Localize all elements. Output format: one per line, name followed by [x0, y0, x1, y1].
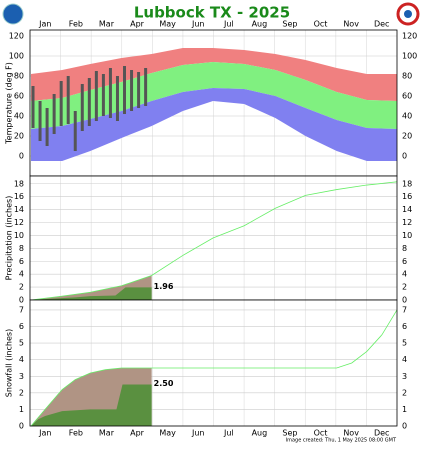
month-label-bottom: May	[159, 429, 176, 438]
month-label-bottom: Feb	[69, 429, 83, 438]
month-label-top: Feb	[69, 20, 83, 29]
month-label-bottom: Oct	[314, 429, 328, 438]
y-tick-label: 3	[19, 372, 24, 381]
y-tick-label-right: 2	[402, 388, 407, 397]
month-label-top: Jan	[38, 20, 51, 29]
noaa-logo	[2, 3, 24, 25]
y-tick-label-right: 100	[402, 52, 417, 61]
y-tick-label: 2	[19, 283, 24, 292]
y-tick-label: 0	[19, 152, 24, 161]
y-tick-label: 18	[14, 179, 24, 188]
y-tick-label-right: 80	[402, 72, 412, 81]
y-tick-label: 14	[14, 205, 24, 214]
y-tick-label: 0	[19, 422, 24, 431]
y-tick-label: 120	[9, 32, 24, 41]
y-tick-label: 4	[19, 355, 24, 364]
observed-area	[31, 384, 152, 426]
y-tick-label-right: 7	[402, 305, 407, 314]
y-tick-label-right: 14	[402, 205, 412, 214]
y-tick-label: 7	[19, 305, 24, 314]
month-label-top: Dec	[374, 20, 389, 29]
month-label-bottom: Apr	[130, 429, 145, 438]
month-label-top: Oct	[314, 20, 328, 29]
normal-line	[30, 309, 398, 427]
y-tick-label-right: 6	[402, 322, 407, 331]
annotation: 2.50	[154, 379, 174, 388]
month-label-bottom: Nov	[343, 429, 359, 438]
month-label-bottom: Jun	[191, 429, 205, 438]
month-label-top: Jun	[191, 20, 205, 29]
month-label-bottom: Jan	[38, 429, 51, 438]
month-label-top: Apr	[130, 20, 145, 29]
y-tick-label-right: 0	[402, 296, 407, 305]
y-axis-label: Temperature (deg F)	[5, 62, 14, 145]
y-tick-label-right: 60	[402, 92, 412, 101]
month-label-bottom: Dec	[374, 429, 389, 438]
y-tick-label: 40	[14, 112, 24, 121]
footer: Image created: Thu, 1 May 2025 08:00 GMT	[286, 438, 397, 444]
temperature-band	[31, 48, 397, 101]
month-label-bottom: Aug	[252, 429, 268, 438]
y-tick-label-right: 0	[402, 422, 407, 431]
y-tick-label: 100	[9, 52, 24, 61]
y-axis-label: Snowfall (inches)	[5, 329, 14, 397]
y-tick-label-right: 4	[402, 355, 407, 364]
y-tick-label-right: 10	[402, 231, 412, 240]
month-label-top: Aug	[252, 20, 268, 29]
y-tick-label: 6	[19, 322, 24, 331]
y-axis-label: Precipitation (inches)	[5, 196, 14, 281]
y-tick-label-right: 20	[402, 132, 412, 141]
month-label-top: Jul	[223, 20, 234, 29]
y-tick-label: 20	[14, 132, 24, 141]
y-tick-label-right: 2	[402, 283, 407, 292]
temperature-band	[31, 88, 397, 161]
y-tick-label: 5	[19, 339, 24, 348]
y-tick-label-right: 8	[402, 244, 407, 253]
y-tick-label: 1	[19, 405, 24, 414]
nws-logo-center	[404, 10, 412, 18]
y-tick-label: 6	[19, 257, 24, 266]
month-label-top: May	[159, 20, 176, 29]
normal-line	[30, 181, 398, 301]
y-tick-label: 16	[14, 192, 24, 201]
month-label-bottom: Mar	[99, 429, 115, 438]
y-tick-label-right: 4	[402, 270, 407, 279]
plot-frame	[29, 299, 398, 427]
month-label-bottom: Jul	[223, 429, 234, 438]
y-tick-label-right: 12	[402, 218, 412, 227]
y-tick-label: 0	[19, 296, 24, 305]
annotation: 1.96	[154, 282, 174, 291]
y-tick-label-right: 16	[402, 192, 412, 201]
y-tick-label: 80	[14, 72, 24, 81]
month-label-bottom: Sep	[282, 429, 297, 438]
y-tick-label: 8	[19, 244, 24, 253]
y-tick-label-right: 18	[402, 179, 412, 188]
observed-area	[31, 287, 152, 300]
month-label-top: Sep	[282, 20, 297, 29]
y-tick-label-right: 0	[402, 152, 407, 161]
y-tick-label: 60	[14, 92, 24, 101]
chart-title: Lubbock TX - 2025	[134, 4, 290, 22]
y-tick-label-right: 120	[402, 32, 417, 41]
y-tick-label-right: 1	[402, 405, 407, 414]
y-tick-label-right: 6	[402, 257, 407, 266]
y-tick-label: 4	[19, 270, 24, 279]
y-tick-label-right: 40	[402, 112, 412, 121]
y-tick-label-right: 3	[402, 372, 407, 381]
month-label-top: Mar	[99, 20, 115, 29]
y-tick-label: 10	[14, 231, 24, 240]
y-tick-label: 12	[14, 218, 24, 227]
month-label-top: Nov	[343, 20, 359, 29]
y-tick-label-right: 5	[402, 339, 407, 348]
y-tick-label: 2	[19, 388, 24, 397]
